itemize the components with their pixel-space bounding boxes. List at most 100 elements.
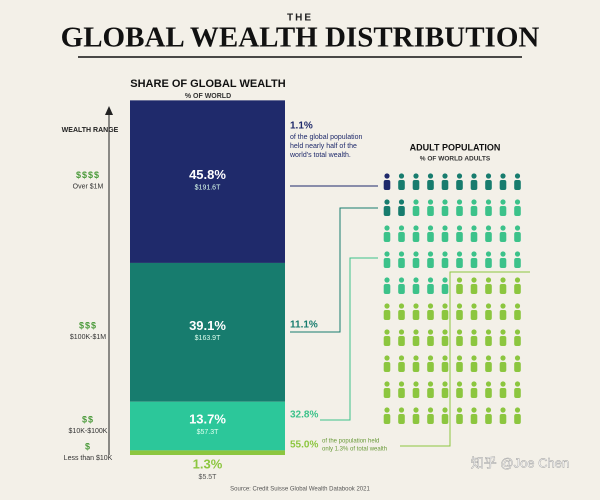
person-head [442, 355, 448, 361]
person-body [398, 336, 405, 346]
connector [290, 207, 378, 333]
person-head [514, 251, 521, 257]
person-body [441, 388, 449, 398]
person-head [384, 199, 390, 205]
person-body [456, 414, 463, 424]
person-head [485, 225, 492, 231]
tier-label: $10K-$100K [69, 428, 108, 435]
person-body [441, 180, 449, 190]
person-head [442, 199, 448, 205]
person-head [398, 381, 405, 387]
person-body [441, 414, 449, 424]
person-body [485, 180, 492, 190]
person-body [427, 310, 434, 320]
person-body [383, 180, 391, 190]
person-body [441, 258, 449, 268]
person-body [383, 388, 391, 398]
title-pre: THE [287, 13, 313, 24]
person-body [383, 232, 391, 242]
person-body [514, 336, 521, 346]
person-body [514, 206, 521, 216]
chart-subtitle: % OF WORLD [185, 93, 231, 100]
person-head [500, 225, 506, 231]
person-body [427, 206, 434, 216]
person-head [471, 199, 477, 205]
person-body [470, 414, 478, 424]
annotation: of the global population [290, 134, 362, 141]
population-label: 11.1% [290, 320, 318, 331]
bar-segment [130, 262, 285, 402]
person-head [427, 173, 434, 179]
person-head [427, 381, 434, 387]
person-head [500, 277, 506, 283]
tier-label: Over $1M [73, 183, 104, 190]
bar-segment [130, 450, 285, 455]
person-head [413, 381, 419, 387]
person-body [456, 362, 463, 372]
person-body [412, 284, 420, 294]
person-body [499, 362, 507, 372]
person-body [485, 414, 492, 424]
population-subtitle: % OF WORLD ADULTS [420, 156, 491, 163]
person-head [514, 225, 521, 231]
person-body [456, 180, 463, 190]
person-body [456, 258, 463, 268]
person-body [499, 180, 507, 190]
person-body [427, 258, 434, 268]
tier-icon: $ [85, 441, 91, 451]
person-head [471, 381, 477, 387]
person-head [500, 199, 506, 205]
person-head [456, 381, 463, 387]
person-body [470, 180, 478, 190]
person-head [413, 329, 419, 335]
person-body [427, 388, 434, 398]
person-body [383, 310, 391, 320]
bar-segment [130, 100, 285, 263]
person-body [456, 206, 463, 216]
connector [400, 271, 530, 447]
person-head [500, 251, 506, 257]
person-body [383, 414, 391, 424]
person-body [398, 180, 405, 190]
person-body [499, 284, 507, 294]
person-body [485, 206, 492, 216]
person-body [470, 206, 478, 216]
person-body [398, 310, 405, 320]
person-head [485, 199, 492, 205]
person-head [456, 329, 463, 335]
tier-label: $100K-$1M [70, 334, 106, 341]
person-head [442, 303, 448, 309]
amount-label: $163.9T [195, 335, 221, 342]
person-head [384, 225, 390, 231]
person-body [398, 206, 405, 216]
person-head [485, 381, 492, 387]
person-body [470, 310, 478, 320]
person-body [427, 284, 434, 294]
person-head [456, 407, 463, 413]
person-head [500, 329, 506, 335]
person-body [441, 362, 449, 372]
person-head [471, 173, 477, 179]
person-head [427, 199, 434, 205]
person-body [514, 180, 521, 190]
person-head [398, 355, 405, 361]
person-head [456, 355, 463, 361]
person-head [442, 381, 448, 387]
person-head [485, 277, 492, 283]
person-body [514, 284, 521, 294]
value-label: 39.1% [189, 318, 226, 333]
person-body [427, 414, 434, 424]
person-head [456, 199, 463, 205]
person-body [514, 388, 521, 398]
person-body [514, 310, 521, 320]
person-body [499, 258, 507, 268]
person-head [471, 303, 477, 309]
person-head [471, 225, 477, 231]
person-head [442, 173, 448, 179]
person-head [485, 329, 492, 335]
person-head [471, 355, 477, 361]
person-body [398, 414, 405, 424]
person-body [427, 232, 434, 242]
person-body [485, 310, 492, 320]
